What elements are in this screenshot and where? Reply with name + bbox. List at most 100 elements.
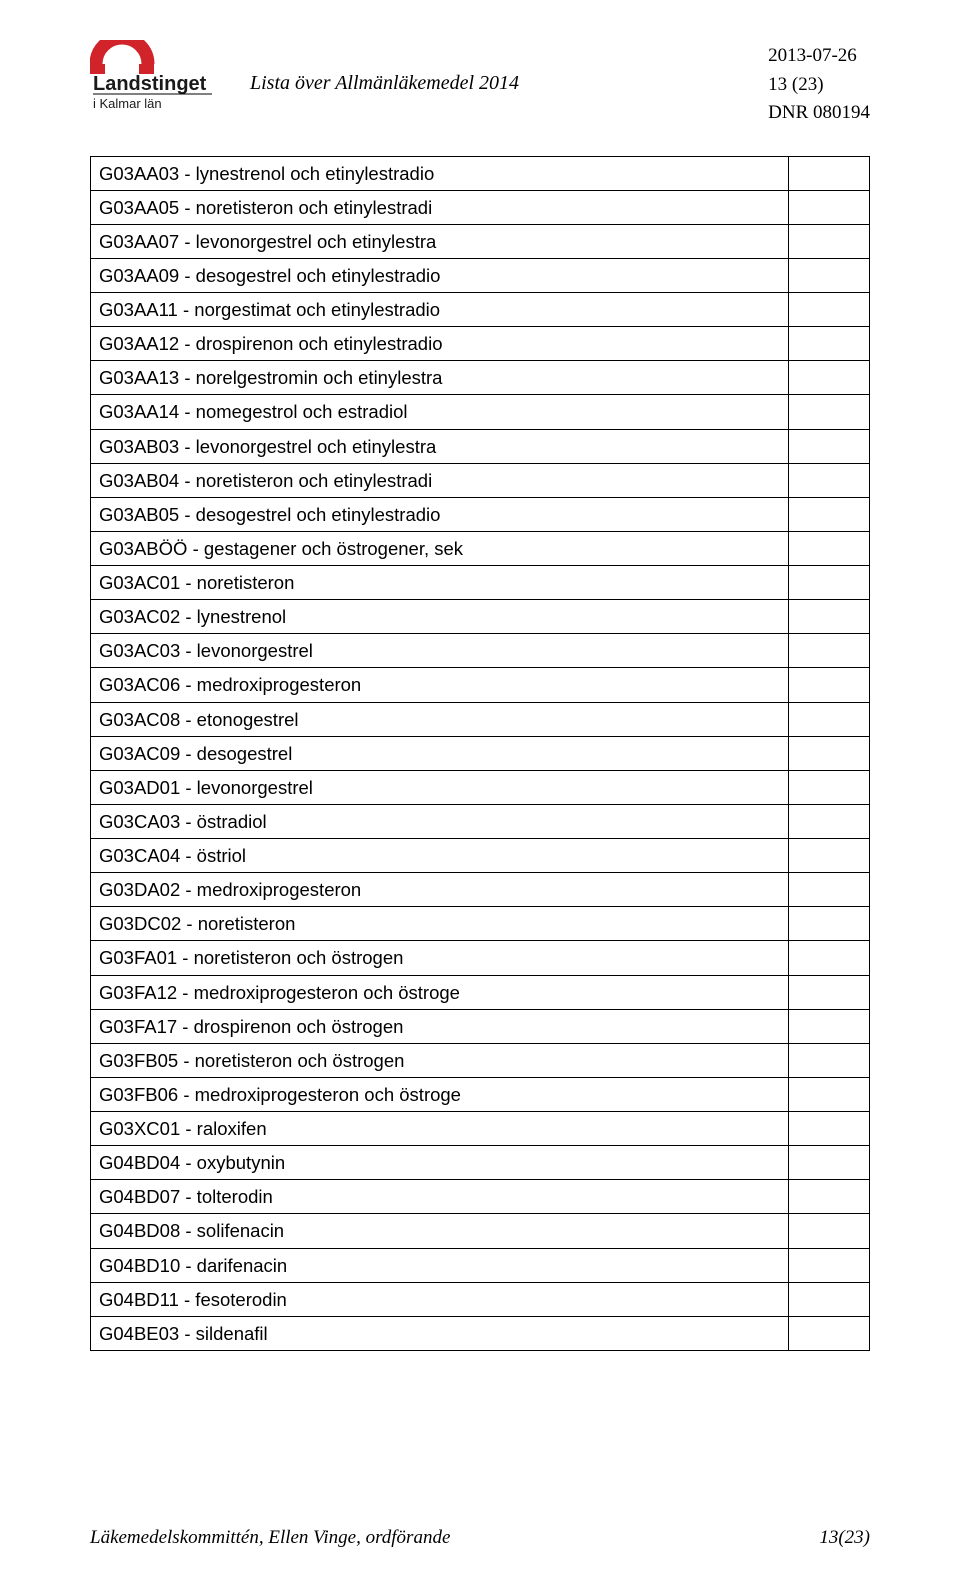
row-label: G03AA03 - lynestrenol och etinylestradio bbox=[91, 156, 789, 190]
row-empty-cell bbox=[789, 770, 870, 804]
doc-title: Lista över Allmänläkemedel 2014 bbox=[250, 72, 519, 94]
row-empty-cell bbox=[789, 258, 870, 292]
row-label: G03FA01 - noretisteron och östrogen bbox=[91, 941, 789, 975]
table-row: G03AB05 - desogestrel och etinylestradio bbox=[91, 497, 870, 531]
row-label: G03AC08 - etonogestrel bbox=[91, 702, 789, 736]
row-label: G03FA17 - drospirenon och östrogen bbox=[91, 1009, 789, 1043]
landstinget-logo-icon: Landstinget i Kalmar län bbox=[90, 40, 230, 110]
row-label: G03FA12 - medroxiprogesteron och östroge bbox=[91, 975, 789, 1009]
table-row: G03AA13 - norelgestromin och etinylestra bbox=[91, 361, 870, 395]
row-label: G03AA11 - norgestimat och etinylestradio bbox=[91, 293, 789, 327]
header: Landstinget i Kalmar län Lista över Allm… bbox=[90, 40, 870, 128]
row-label: G04BD04 - oxybutynin bbox=[91, 1146, 789, 1180]
row-empty-cell bbox=[789, 1248, 870, 1282]
table-row: G04BE03 - sildenafil bbox=[91, 1316, 870, 1350]
table-row: G03CA03 - östradiol bbox=[91, 804, 870, 838]
row-empty-cell bbox=[789, 190, 870, 224]
row-empty-cell bbox=[789, 668, 870, 702]
row-label: G03AA09 - desogestrel och etinylestradio bbox=[91, 258, 789, 292]
row-empty-cell bbox=[789, 1282, 870, 1316]
table-row: G03AA14 - nomegestrol och estradiol bbox=[91, 395, 870, 429]
row-empty-cell bbox=[789, 1077, 870, 1111]
table-row: G03CA04 - östriol bbox=[91, 839, 870, 873]
row-label: G04BD11 - fesoterodin bbox=[91, 1282, 789, 1316]
table-row: G03AA09 - desogestrel och etinylestradio bbox=[91, 258, 870, 292]
row-empty-cell bbox=[789, 463, 870, 497]
table-row: G03AD01 - levonorgestrel bbox=[91, 770, 870, 804]
row-empty-cell bbox=[789, 1009, 870, 1043]
footer-left: Läkemedelskommittén, Ellen Vinge, ordför… bbox=[90, 1527, 450, 1549]
row-empty-cell bbox=[789, 907, 870, 941]
table-row: G03FA12 - medroxiprogesteron och östroge bbox=[91, 975, 870, 1009]
table-row: G04BD07 - tolterodin bbox=[91, 1180, 870, 1214]
row-label: G03AB05 - desogestrel och etinylestradio bbox=[91, 497, 789, 531]
table-row: G04BD08 - solifenacin bbox=[91, 1214, 870, 1248]
row-label: G03AB04 - noretisteron och etinylestradi bbox=[91, 463, 789, 497]
row-empty-cell bbox=[789, 873, 870, 907]
table-row: G03AA12 - drospirenon och etinylestradio bbox=[91, 327, 870, 361]
row-label: G04BD08 - solifenacin bbox=[91, 1214, 789, 1248]
table-row: G03AC08 - etonogestrel bbox=[91, 702, 870, 736]
medication-table-body: G03AA03 - lynestrenol och etinylestradio… bbox=[91, 156, 870, 1350]
row-empty-cell bbox=[789, 634, 870, 668]
meta-date: 2013-07-26 bbox=[768, 42, 870, 71]
row-empty-cell bbox=[789, 975, 870, 1009]
meta-block: 2013-07-26 13 (23) DNR 080194 bbox=[740, 40, 870, 128]
row-label: G03AC03 - levonorgestrel bbox=[91, 634, 789, 668]
row-empty-cell bbox=[789, 1146, 870, 1180]
row-empty-cell bbox=[789, 941, 870, 975]
row-empty-cell bbox=[789, 736, 870, 770]
table-row: G03AA11 - norgestimat och etinylestradio bbox=[91, 293, 870, 327]
table-row: G03AA03 - lynestrenol och etinylestradio bbox=[91, 156, 870, 190]
row-label: G03AC02 - lynestrenol bbox=[91, 600, 789, 634]
row-empty-cell bbox=[789, 361, 870, 395]
row-label: G03AC09 - desogestrel bbox=[91, 736, 789, 770]
row-label: G03AA13 - norelgestromin och etinylestra bbox=[91, 361, 789, 395]
row-label: G03AB03 - levonorgestrel och etinylestra bbox=[91, 429, 789, 463]
row-empty-cell bbox=[789, 1214, 870, 1248]
row-label: G04BE03 - sildenafil bbox=[91, 1316, 789, 1350]
row-label: G04BD07 - tolterodin bbox=[91, 1180, 789, 1214]
row-label: G03AC01 - noretisteron bbox=[91, 566, 789, 600]
row-label: G03DC02 - noretisteron bbox=[91, 907, 789, 941]
table-row: G03AB04 - noretisteron och etinylestradi bbox=[91, 463, 870, 497]
row-label: G03AA07 - levonorgestrel och etinylestra bbox=[91, 224, 789, 258]
row-empty-cell bbox=[789, 804, 870, 838]
row-empty-cell bbox=[789, 293, 870, 327]
row-empty-cell bbox=[789, 156, 870, 190]
row-label: G03ABÖÖ - gestagener och östrogener, sek bbox=[91, 531, 789, 565]
logo-bottom-text: i Kalmar län bbox=[93, 96, 162, 110]
logo: Landstinget i Kalmar län bbox=[90, 40, 230, 110]
row-empty-cell bbox=[789, 702, 870, 736]
table-row: G03AA07 - levonorgestrel och etinylestra bbox=[91, 224, 870, 258]
row-empty-cell bbox=[789, 224, 870, 258]
table-row: G03AC09 - desogestrel bbox=[91, 736, 870, 770]
table-row: G03FA01 - noretisteron och östrogen bbox=[91, 941, 870, 975]
table-row: G04BD11 - fesoterodin bbox=[91, 1282, 870, 1316]
row-empty-cell bbox=[789, 429, 870, 463]
table-row: G03DA02 - medroxiprogesteron bbox=[91, 873, 870, 907]
row-empty-cell bbox=[789, 395, 870, 429]
meta-dnr: DNR 080194 bbox=[768, 99, 870, 128]
table-row: G03FA17 - drospirenon och östrogen bbox=[91, 1009, 870, 1043]
table-row: G03XC01 - raloxifen bbox=[91, 1112, 870, 1146]
row-empty-cell bbox=[789, 1316, 870, 1350]
table-row: G03FB06 - medroxiprogesteron och östroge bbox=[91, 1077, 870, 1111]
table-row: G03AB03 - levonorgestrel och etinylestra bbox=[91, 429, 870, 463]
table-row: G03FB05 - noretisteron och östrogen bbox=[91, 1043, 870, 1077]
row-label: G03AA14 - nomegestrol och estradiol bbox=[91, 395, 789, 429]
row-label: G03XC01 - raloxifen bbox=[91, 1112, 789, 1146]
row-label: G03DA02 - medroxiprogesteron bbox=[91, 873, 789, 907]
table-row: G04BD04 - oxybutynin bbox=[91, 1146, 870, 1180]
table-row: G03AC06 - medroxiprogesteron bbox=[91, 668, 870, 702]
row-label: G03AC06 - medroxiprogesteron bbox=[91, 668, 789, 702]
row-empty-cell bbox=[789, 1180, 870, 1214]
table-row: G03AC01 - noretisteron bbox=[91, 566, 870, 600]
row-label: G03AA12 - drospirenon och etinylestradio bbox=[91, 327, 789, 361]
title-block: Lista över Allmänläkemedel 2014 bbox=[250, 40, 740, 95]
row-label: G03FB06 - medroxiprogesteron och östroge bbox=[91, 1077, 789, 1111]
row-empty-cell bbox=[789, 600, 870, 634]
row-label: G03CA03 - östradiol bbox=[91, 804, 789, 838]
row-label: G03CA04 - östriol bbox=[91, 839, 789, 873]
row-empty-cell bbox=[789, 839, 870, 873]
